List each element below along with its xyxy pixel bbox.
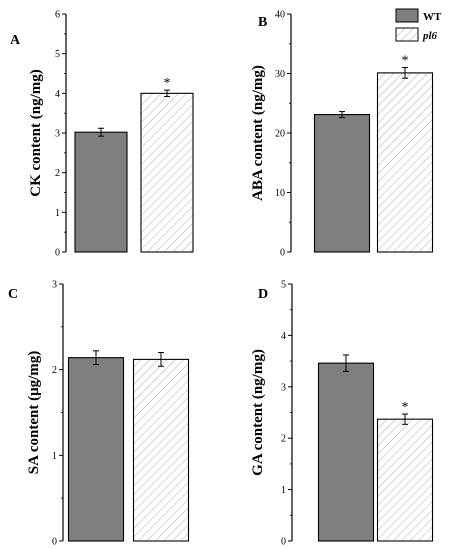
significance-star: *: [164, 76, 171, 91]
bar-pl6: [376, 72, 434, 253]
panel-b: B 0 10 20 30 40 ABA content (ng/mg) * WT pl6: [250, 8, 442, 259]
y-tick-label: 20: [275, 129, 285, 140]
bar-pl6: [376, 418, 434, 542]
y-tick-label: 5: [55, 49, 60, 60]
y-tick-label: 0: [55, 248, 60, 259]
bar-wt: [313, 114, 371, 253]
panel-letter: D: [258, 287, 268, 302]
y-tick-label: 40: [275, 10, 285, 21]
y-tick-label: 4: [55, 89, 60, 100]
panel-c: C 0 1 2 3 SA content (μg/mg): [8, 280, 190, 548]
y-tick-label: 1: [281, 485, 286, 496]
y-tick-label: 1: [55, 208, 60, 219]
bar-pl6: [140, 92, 194, 253]
y-tick-label: 3: [281, 382, 286, 393]
legend-label-pl6: pl6: [422, 30, 438, 42]
y-tick-label: 10: [275, 188, 285, 199]
y-tick-label: 3: [55, 129, 60, 140]
panel-d: D 0 1 2 3 4 5 GA content (ng/mg) *: [250, 280, 434, 548]
panel-letter: B: [258, 15, 267, 30]
legend-swatch-pl6: [395, 27, 419, 42]
y-tick-label: 6: [55, 10, 60, 21]
y-tick-label: 2: [55, 168, 60, 179]
y-tick-label: 5: [281, 280, 286, 291]
significance-star: *: [402, 54, 409, 69]
panel-letter: A: [10, 33, 21, 48]
y-tick-label: 3: [52, 280, 57, 291]
y-tick-label: 4: [281, 331, 286, 342]
panel-a: A 0 1 2 3 4 5 6 CK content (ng/mg) *: [10, 10, 194, 259]
bar-wt: [317, 362, 375, 542]
y-tick-label: 2: [52, 365, 57, 376]
y-tick-label: 0: [281, 537, 286, 548]
y-axis-label: SA content (μg/mg): [26, 351, 42, 475]
legend-label-wt: WT: [423, 11, 442, 23]
y-axis-label: CK content (ng/mg): [28, 69, 44, 197]
y-axis-label: ABA content (ng/mg): [250, 65, 266, 201]
y-tick-label: 2: [281, 434, 286, 445]
y-tick-label: 0: [280, 248, 285, 259]
y-tick-label: 30: [275, 69, 285, 80]
bar-wt: [74, 131, 128, 253]
legend: WT pl6: [395, 8, 442, 42]
y-tick-label: 0: [52, 537, 57, 548]
bar-pl6: [132, 358, 190, 542]
bar-wt: [67, 357, 125, 542]
y-tick-label: 1: [52, 451, 57, 462]
panel-letter: C: [8, 287, 18, 302]
y-axis-label: GA content (ng/mg): [250, 349, 266, 476]
legend-swatch-wt: [395, 8, 419, 23]
significance-star: *: [402, 400, 409, 415]
